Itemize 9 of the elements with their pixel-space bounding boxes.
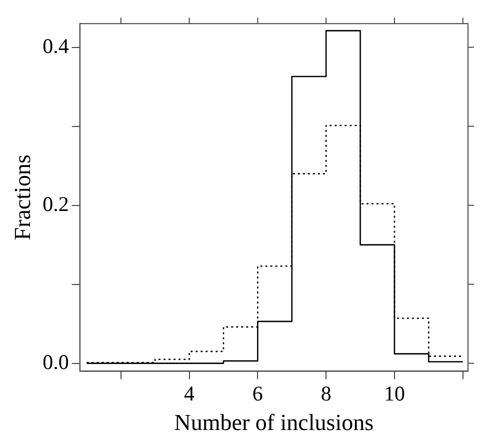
- y-tick-label: 0.0: [42, 350, 69, 374]
- x-tick-label: 8: [320, 381, 332, 406]
- x-tick-label: 4: [184, 381, 196, 406]
- y-axis-title: Fractions: [10, 154, 35, 240]
- y-tick-label: 0.2: [42, 192, 69, 216]
- y-tick-label: 0.4: [42, 34, 70, 58]
- x-axis-title: Number of inclusions: [174, 410, 374, 436]
- x-tick-label: 6: [252, 381, 263, 406]
- x-tick-label: 10: [384, 381, 405, 406]
